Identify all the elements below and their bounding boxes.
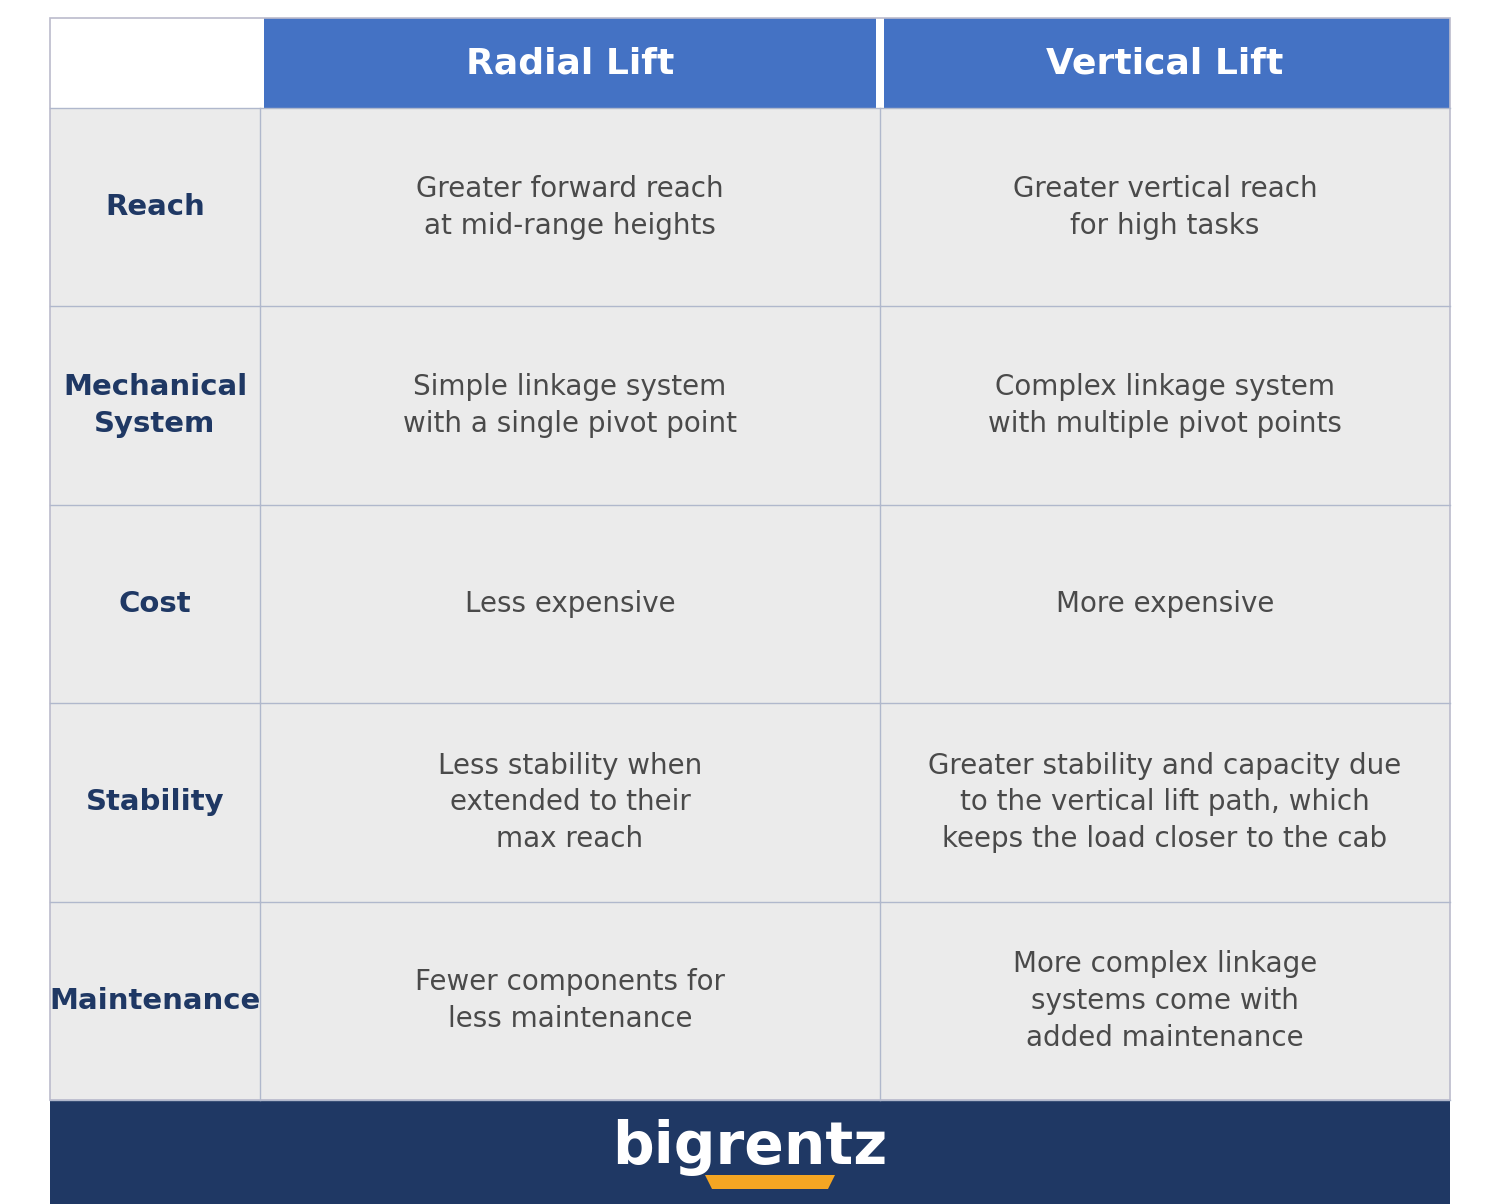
- Text: Vertical Lift: Vertical Lift: [1047, 46, 1284, 79]
- Polygon shape: [705, 1175, 836, 1190]
- Text: Simple linkage system
with a single pivot point: Simple linkage system with a single pivo…: [404, 373, 736, 438]
- Text: Less stability when
extended to their
max reach: Less stability when extended to their ma…: [438, 751, 702, 854]
- Text: Mechanical
System: Mechanical System: [63, 373, 248, 438]
- Text: Greater vertical reach
for high tasks: Greater vertical reach for high tasks: [1013, 175, 1317, 240]
- Text: Stability: Stability: [86, 789, 225, 816]
- Bar: [50, 902, 1450, 1100]
- Text: Less expensive: Less expensive: [465, 590, 675, 618]
- Bar: [50, 108, 1450, 306]
- Bar: [884, 18, 1450, 108]
- Text: More expensive: More expensive: [1056, 590, 1274, 618]
- Bar: [50, 1100, 1450, 1204]
- Bar: [50, 18, 260, 108]
- Text: Greater forward reach
at mid-range heights: Greater forward reach at mid-range heigh…: [416, 175, 724, 240]
- Text: Maintenance: Maintenance: [50, 987, 261, 1015]
- Text: Greater stability and capacity due
to the vertical lift path, which
keeps the lo: Greater stability and capacity due to th…: [928, 751, 1401, 854]
- Bar: [50, 504, 1450, 703]
- Text: More complex linkage
systems come with
added maintenance: More complex linkage systems come with a…: [1013, 950, 1317, 1051]
- Bar: [50, 703, 1450, 902]
- Text: Cost: Cost: [118, 590, 192, 618]
- Text: Radial Lift: Radial Lift: [466, 46, 674, 79]
- Text: bigrentz: bigrentz: [612, 1119, 888, 1175]
- Text: Fewer components for
less maintenance: Fewer components for less maintenance: [416, 968, 724, 1033]
- Bar: [50, 18, 1450, 1100]
- Bar: [264, 18, 876, 108]
- Bar: [50, 306, 1450, 504]
- Text: Reach: Reach: [105, 193, 206, 222]
- Text: Complex linkage system
with multiple pivot points: Complex linkage system with multiple piv…: [988, 373, 1342, 438]
